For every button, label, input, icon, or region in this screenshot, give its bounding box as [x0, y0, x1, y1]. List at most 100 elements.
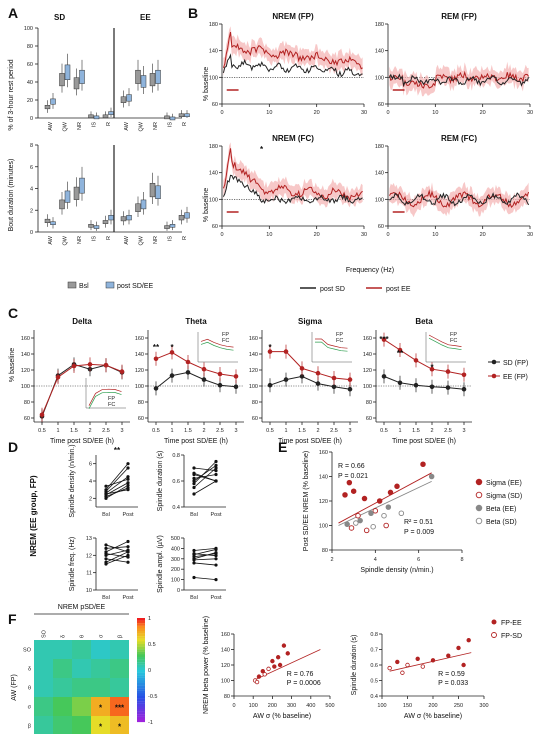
c-point	[267, 382, 273, 388]
c-point	[347, 377, 353, 382]
d-point	[192, 485, 196, 490]
b-xtick-label: 20	[314, 110, 320, 116]
e-point	[381, 512, 387, 519]
c-ytick-label: 140	[21, 352, 30, 358]
f-s1-xtick-label: 0	[232, 703, 235, 709]
c-point	[397, 380, 403, 386]
f-s1-point	[256, 674, 262, 679]
f-s1-point	[277, 662, 283, 668]
e-point	[357, 517, 363, 524]
f-s2-point	[415, 656, 420, 661]
a-state-label-top: IS	[92, 122, 98, 128]
f-heat-cell	[53, 697, 72, 716]
b-xtick-label: 10	[266, 232, 272, 238]
f-colorbar-seg	[137, 680, 145, 684]
d-point	[214, 479, 218, 483]
a-box-bot-ee	[140, 199, 147, 210]
c-xtick-label: 1.5	[412, 428, 420, 434]
d-pair-line	[193, 472, 217, 482]
e-xlabel: Spindle density (n/min.)	[360, 567, 433, 574]
c-legend-dot-ee	[491, 373, 497, 379]
d-point	[214, 550, 218, 555]
c-xtick-label: 2.5	[444, 428, 452, 434]
f-heat-ylabel: AW (FP)	[11, 674, 18, 701]
d-point	[214, 547, 218, 552]
e-point	[361, 495, 368, 502]
c-point	[413, 382, 419, 388]
f-legend-marker-ee	[491, 619, 497, 625]
b-xtick-label: 0	[386, 232, 389, 238]
d-point	[104, 546, 108, 551]
panel-letter-a: A	[8, 5, 18, 21]
e-xtick-label: 6	[417, 557, 420, 563]
c-inset-fp	[88, 388, 122, 406]
f-s2-xtick-label: 150	[403, 703, 412, 709]
f-s1-ytick-label: 100	[221, 679, 230, 685]
c-title: Delta	[72, 317, 92, 326]
d-point	[214, 459, 218, 464]
c-inset-fp	[200, 338, 234, 348]
f-s2-point	[430, 658, 436, 663]
b-xtick-label: 0	[386, 110, 389, 116]
f-heat-cell	[72, 659, 91, 678]
a-ytick-label: 6	[30, 165, 33, 171]
e-ylabel: Post SD/EE NREM (% baseline)	[303, 451, 310, 551]
c-xtick-label: 0.5	[266, 428, 274, 434]
a-ytick-label: 0	[30, 230, 33, 236]
c-xtick-label: 0.5	[380, 428, 388, 434]
a-legend-post: post SD/EE	[117, 283, 154, 290]
c-star-sigma: *	[268, 343, 272, 352]
c-point	[169, 373, 175, 378]
f-heat-cell	[34, 678, 53, 697]
f-colorbar-seg	[137, 698, 145, 702]
f-heat-col-label: SO	[42, 629, 48, 638]
e-point	[346, 479, 353, 486]
c-point	[153, 356, 159, 362]
e-point	[370, 523, 376, 530]
a-ytick-label: 80	[27, 44, 33, 50]
a-box-top-ee	[155, 69, 161, 84]
b-ee-band	[389, 61, 529, 97]
f-s2-ytick-label: 0.6	[370, 663, 378, 669]
a-box-top-sd	[73, 77, 80, 90]
a-legend-swatch-post	[105, 281, 115, 289]
a-box-bot-sd	[79, 177, 85, 194]
c-xtick-label: 1	[284, 428, 287, 434]
f-colorbar-seg	[137, 719, 145, 723]
c-inset-fc	[428, 337, 462, 351]
f-colorbar-seg	[137, 620, 145, 624]
f-colorbar-seg	[137, 657, 145, 660]
f-legend-marker-sd	[491, 632, 497, 638]
f-s2-stat-r: R = 0.59	[438, 671, 465, 678]
a-box-bot-sd	[50, 221, 56, 225]
e-legend-label: Beta (EE)	[486, 506, 516, 513]
f-s2-ytick-label: 0.7	[370, 648, 378, 654]
a-state-label-bot: QW	[63, 235, 69, 245]
d-ytick-label: 4	[89, 479, 92, 485]
c-legend-sd: SD (FP)	[503, 360, 528, 367]
a-box-top-sd	[64, 64, 71, 81]
f-s2-ytick-label: 0.5	[370, 679, 378, 685]
e-legend-label: Beta (SD)	[486, 519, 517, 526]
e-point	[363, 527, 370, 534]
b-xtick-label: 20	[480, 232, 486, 238]
c-xtick-label: 2.5	[330, 428, 338, 434]
a-ylabel-top: % of 3-hour rest period	[8, 59, 15, 130]
a-box-bot-sd	[108, 215, 114, 221]
c-legend-ee: EE (FP)	[503, 374, 528, 381]
e-ytick-label: 80	[322, 548, 328, 554]
e-ytick-label: 160	[319, 450, 328, 456]
f-colorbar-seg	[137, 631, 145, 634]
f-colorbar-seg	[137, 716, 145, 720]
a-box-top-sd	[88, 114, 94, 119]
c-point	[461, 372, 467, 378]
e-point	[353, 520, 359, 526]
b-xtick-label: 20	[480, 110, 486, 116]
d-pair-line	[105, 487, 129, 497]
a-box-bot-sd	[93, 225, 100, 229]
d-point	[126, 550, 130, 554]
c-legend: SD (FP) EE (FP)	[488, 359, 528, 381]
e-point	[368, 510, 374, 517]
